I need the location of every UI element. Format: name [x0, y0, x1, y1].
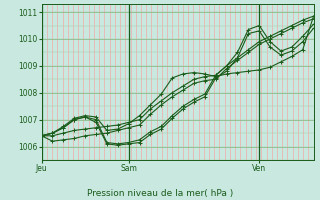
- Text: Pression niveau de la mer( hPa ): Pression niveau de la mer( hPa ): [87, 189, 233, 198]
